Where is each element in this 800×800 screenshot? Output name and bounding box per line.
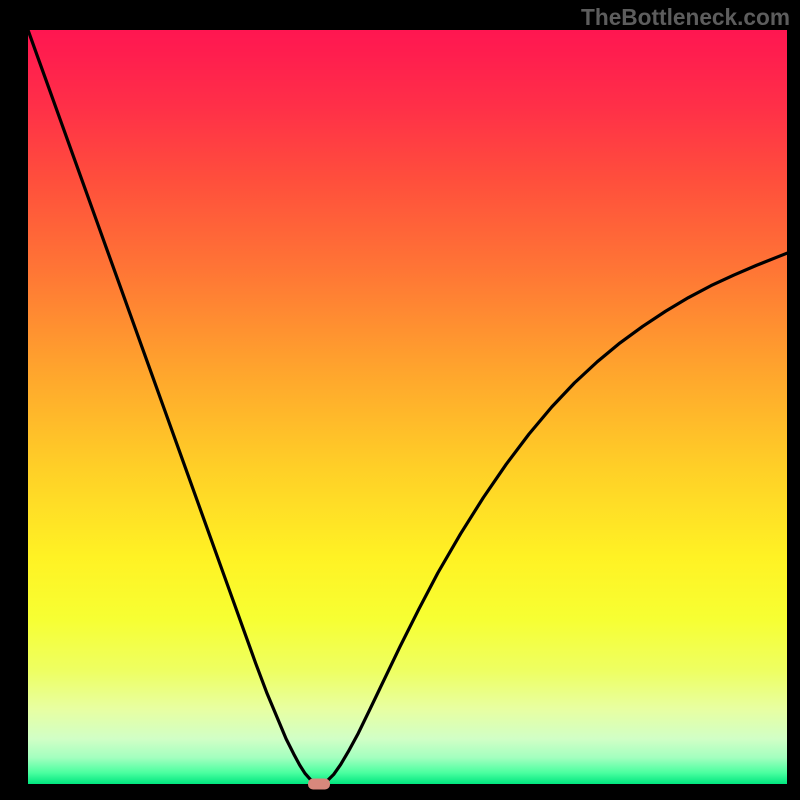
watermark-text: TheBottleneck.com (581, 4, 790, 31)
chart-container: TheBottleneck.com (0, 0, 800, 800)
minimum-marker (308, 779, 330, 790)
bottleneck-curve (28, 30, 787, 784)
watermark-label: TheBottleneck.com (581, 4, 790, 30)
plot-area (28, 30, 787, 784)
curve-layer (28, 30, 787, 784)
